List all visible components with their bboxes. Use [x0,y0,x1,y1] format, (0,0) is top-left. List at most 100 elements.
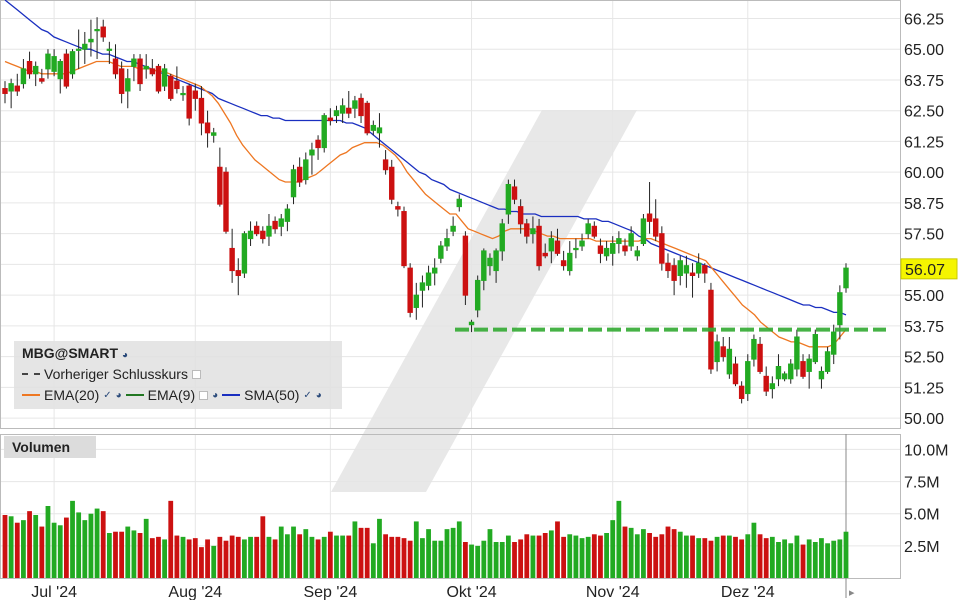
candle-body [2,88,8,94]
candle-body [333,110,340,117]
volume-bar [714,536,720,578]
y-tick-label: 63.75 [904,73,944,90]
candle-body [431,267,438,274]
volume-bar [395,536,401,578]
volume-bar [235,536,241,578]
candle [689,263,696,298]
candle [843,263,849,293]
legend-sma50-label: SMA(50) [244,387,300,403]
candle-body [738,385,745,399]
volume-bar [690,535,695,578]
candle-body [284,208,291,222]
legend: MBG@SMART ◕ Vorheriger Schlusskurs EMA(2… [14,341,342,409]
candle [462,231,469,306]
volume-bar [702,538,708,578]
volume-bar [248,536,253,578]
candle [395,201,401,217]
candle [720,336,726,362]
candle [468,319,475,333]
volume-bar [837,539,843,578]
volume-bar [260,516,266,578]
watermark [331,110,637,492]
candle [174,66,180,94]
candle [665,253,671,278]
sma50-check-icon[interactable]: ✓ [303,389,312,401]
candle [63,49,70,89]
candle [125,68,131,109]
candle [616,231,622,254]
volume-bar [763,538,769,578]
candle [579,233,585,251]
candle-body [474,279,481,311]
candle [751,334,757,367]
volume-bar [684,535,689,578]
candle-body [112,58,119,75]
volume-tick-label: 10.0M [904,442,948,459]
ema9-settings-icon[interactable]: ◕ [212,389,219,401]
candle-body [677,260,683,276]
candle-body [695,262,702,274]
volume-bar [45,506,51,578]
sma50-swatch [222,394,241,396]
candles [2,17,849,404]
candle [425,265,432,291]
candle-body [20,68,27,85]
volume-bar [211,545,217,578]
candle-body [720,346,726,358]
prev-close-checkbox[interactable] [191,369,201,379]
candle-body [32,65,39,75]
volume-bar [708,540,714,578]
ema20-check-icon[interactable]: ✓ [103,389,112,401]
candle [407,263,413,318]
candle [100,19,106,42]
sma50-settings-icon[interactable]: ◕ [315,389,322,401]
volume-bar [291,526,296,578]
candle [204,110,211,148]
candle [45,49,51,79]
volume-bar [205,539,210,578]
ema20-settings-icon[interactable]: ◕ [115,389,122,401]
candle-body [585,223,591,235]
volume-bar [352,521,358,578]
candle [517,199,524,234]
candle-body [407,267,413,313]
volume-bar [229,535,235,578]
candle [419,275,426,308]
volume-bar [769,536,775,578]
candle [444,228,450,251]
candle [20,59,27,89]
ema9-checkbox[interactable] [199,390,209,400]
settings-icon[interactable]: ◕ [121,350,129,361]
candle-body [395,206,401,210]
candle [714,334,720,372]
candle-body [303,159,309,181]
candle-body [843,267,849,289]
volume-tick-label: 2.5M [904,539,940,556]
candle-body [358,97,364,117]
candle-body [235,270,241,276]
volume-bar [156,536,161,578]
candle-body [137,58,143,85]
candle [652,199,659,242]
candle [775,354,782,387]
candle [88,19,94,57]
candle-body [781,373,788,380]
candle [161,63,168,92]
legend-title[interactable]: MBG@SMART ◕ [22,345,128,361]
candle-body [591,225,598,237]
candle [831,324,837,365]
volume-bar [782,539,788,578]
volume-bar [266,536,272,578]
candle [94,17,100,60]
candle [180,86,186,101]
candle [370,120,377,136]
candle [168,73,174,101]
candle [186,83,192,126]
volume-bar [591,534,597,578]
candle-body [45,53,51,70]
candle [137,54,143,92]
volume-bar [327,531,333,578]
volume-bar [665,526,671,578]
